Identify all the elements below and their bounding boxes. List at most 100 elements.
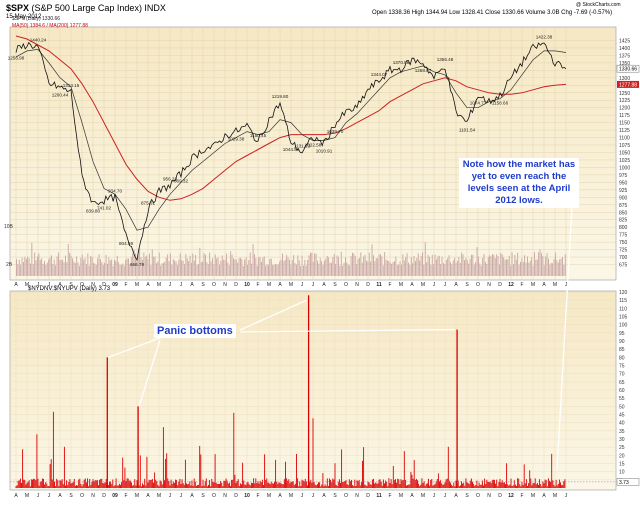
volume-bar <box>212 258 213 276</box>
volume-bar <box>287 257 289 276</box>
volume-bar <box>377 258 379 276</box>
month-label-bottom: M <box>399 493 403 499</box>
volume-bar <box>38 253 40 276</box>
volume-bar <box>139 248 141 276</box>
month-label: M <box>399 282 403 288</box>
month-label-bottom: J <box>169 493 172 499</box>
month-label-bottom: 12 <box>508 493 514 499</box>
volume-bar <box>248 259 250 276</box>
volume-bar <box>534 252 535 276</box>
price-label: 1440.24 <box>30 38 47 43</box>
volume-bar <box>254 254 255 276</box>
volume-bar <box>461 252 463 276</box>
volume-bar <box>312 261 314 276</box>
volume-bar <box>541 253 542 276</box>
month-label: J <box>180 282 183 288</box>
price-label: 1074.77 <box>470 101 487 106</box>
month-label: S <box>201 282 205 288</box>
volume-bar <box>349 265 351 276</box>
volume-bar <box>443 263 444 276</box>
volume-bar <box>457 261 458 276</box>
price-label: 1344.07 <box>371 72 388 77</box>
volume-bar <box>291 260 293 276</box>
volume-bar <box>529 260 531 276</box>
volume-bar <box>121 264 122 276</box>
volume-bar <box>112 265 114 276</box>
ratio-tick-label: 35 <box>619 429 625 435</box>
volume-bar <box>140 257 142 276</box>
volume-bar <box>427 254 429 276</box>
volume-bar <box>387 260 388 276</box>
volume-bar <box>301 255 303 276</box>
volume-bar <box>184 264 185 276</box>
volume-bar <box>255 258 257 276</box>
price-tick-label: 975 <box>619 173 628 179</box>
month-label-bottom: J <box>444 493 447 499</box>
volume-bar <box>275 263 276 276</box>
volume-bar <box>304 259 306 276</box>
volume-bar <box>546 253 548 276</box>
volume-bar <box>430 264 432 276</box>
volume-bar <box>412 263 414 276</box>
volume-bar <box>203 253 205 276</box>
volume-bar <box>270 258 272 276</box>
volume-bar <box>67 243 69 276</box>
volume-bar <box>469 258 471 276</box>
volume-bar <box>475 262 477 276</box>
volume-bar <box>109 260 111 276</box>
volume-bar <box>45 264 47 276</box>
volume-bar <box>70 255 72 276</box>
volume-bar <box>450 261 451 276</box>
month-label-bottom: A <box>58 493 62 499</box>
month-label: S <box>333 282 337 288</box>
volume-bar <box>384 252 386 276</box>
volume-bar <box>156 263 157 276</box>
volume-bar <box>486 264 488 276</box>
volume-bar <box>524 255 526 276</box>
price-tick-label: 1225 <box>619 98 630 104</box>
volume-bar <box>65 255 66 276</box>
volume-bar <box>296 264 297 276</box>
month-label: J <box>301 282 304 288</box>
volume-tick-2b: 2B <box>6 262 13 268</box>
volume-bar <box>256 265 258 276</box>
volume-bar <box>317 260 318 276</box>
volume-bar <box>451 264 453 276</box>
volume-bar <box>58 252 59 276</box>
annotation-panic: Panic bottoms <box>154 324 236 338</box>
volume-bar <box>343 262 345 276</box>
volume-bar <box>224 259 226 276</box>
volume-bar <box>262 257 264 276</box>
volume-bar <box>76 256 78 276</box>
volume-bar <box>556 260 558 276</box>
month-label: N <box>91 282 95 288</box>
volume-bar <box>441 256 443 276</box>
month-label-bottom: J <box>37 493 40 499</box>
volume-bar <box>266 264 268 276</box>
volume-bar <box>69 253 71 276</box>
volume-bar <box>445 259 447 276</box>
month-label-bottom: O <box>476 493 480 499</box>
volume-bar <box>331 262 332 276</box>
volume-bar <box>23 262 24 276</box>
price-tick-label: 1025 <box>619 158 630 164</box>
volume-bar <box>144 256 146 276</box>
month-label-bottom: D <box>498 493 502 499</box>
volume-bar <box>214 254 216 276</box>
volume-bar <box>494 258 496 276</box>
month-label-bottom: M <box>157 493 161 499</box>
month-label: N <box>223 282 227 288</box>
volume-bar <box>193 260 195 276</box>
volume-bar <box>338 256 339 276</box>
month-label: M <box>553 282 557 288</box>
price-tick-label: 900 <box>619 195 628 201</box>
price-label: 1150.45 <box>250 133 267 138</box>
volume-bar <box>147 258 149 276</box>
month-label-bottom: D <box>102 493 106 499</box>
volume-bar <box>382 265 384 276</box>
volume-bar <box>514 254 516 276</box>
month-label: N <box>487 282 491 288</box>
volume-bar <box>357 258 359 276</box>
volume-bar <box>493 254 495 276</box>
volume-bar <box>350 256 352 276</box>
